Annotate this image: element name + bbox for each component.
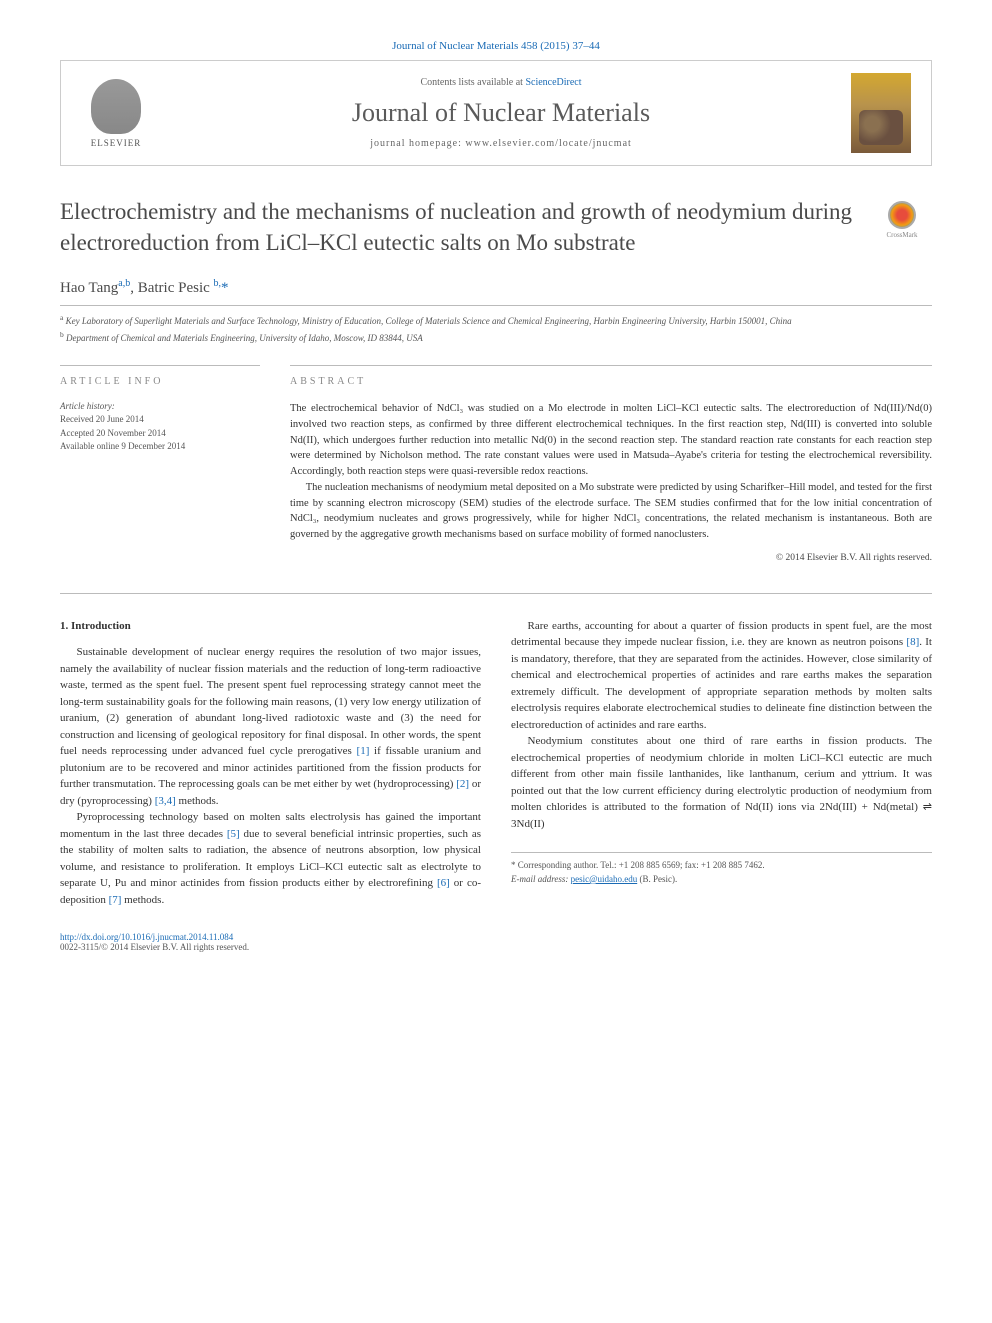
- publisher-name: ELSEVIER: [91, 138, 142, 148]
- email-label: E-mail address:: [511, 874, 571, 884]
- homepage-url[interactable]: www.elsevier.com/locate/jnucmat: [465, 138, 631, 149]
- ref-7[interactable]: [7]: [109, 894, 122, 906]
- ref-8[interactable]: [8]: [906, 636, 919, 648]
- accepted-date: Accepted 20 November 2014: [60, 427, 260, 441]
- ref-2[interactable]: [2]: [456, 778, 469, 790]
- ref-1[interactable]: [1]: [357, 745, 370, 757]
- intro-p4: Neodymium constitutes about one third of…: [511, 733, 932, 832]
- history-label: Article history:: [60, 401, 260, 411]
- intro-p2: Pyroprocessing technology based on molte…: [60, 809, 481, 908]
- abstract-copyright: © 2014 Elsevier B.V. All rights reserved…: [290, 553, 932, 563]
- ref-3-4[interactable]: [3,4]: [155, 795, 176, 807]
- body-text: 1. Introduction Sustainable development …: [60, 618, 932, 909]
- intro-heading: 1. Introduction: [60, 618, 481, 635]
- sciencedirect-link[interactable]: ScienceDirect: [525, 77, 581, 88]
- ref-5[interactable]: [5]: [227, 828, 240, 840]
- homepage-prefix: journal homepage:: [370, 138, 465, 149]
- author-2: , Batric Pesic: [130, 280, 213, 296]
- crossmark-badge[interactable]: CrossMark: [872, 201, 932, 246]
- elsevier-logo: ELSEVIER: [81, 73, 151, 153]
- contents-available: Contents lists available at ScienceDirec…: [151, 77, 851, 88]
- journal-title: Journal of Nuclear Materials: [151, 98, 851, 128]
- intro-p3: Rare earths, accounting for about a quar…: [511, 618, 932, 734]
- body-divider: [60, 593, 932, 594]
- corr-email[interactable]: pesic@uidaho.edu: [571, 874, 638, 884]
- abstract-text: The electrochemical behavior of NdCl₃ wa…: [290, 401, 932, 543]
- elsevier-tree-icon: [91, 79, 141, 134]
- intro-p1: Sustainable development of nuclear energ…: [60, 644, 481, 809]
- received-date: Received 20 June 2014: [60, 413, 260, 427]
- abstract-p1: The electrochemical behavior of NdCl₃ wa…: [290, 401, 932, 480]
- journal-homepage: journal homepage: www.elsevier.com/locat…: [151, 138, 851, 149]
- doi-link[interactable]: http://dx.doi.org/10.1016/j.jnucmat.2014…: [60, 932, 233, 942]
- email-suffix: (B. Pesic).: [637, 874, 677, 884]
- author-1: Hao Tang: [60, 280, 118, 296]
- ref-6[interactable]: [6]: [437, 877, 450, 889]
- corr-author-info: * Corresponding author. Tel.: +1 208 885…: [511, 859, 932, 873]
- contents-prefix: Contents lists available at: [420, 77, 525, 88]
- affiliation-b: Department of Chemical and Materials Eng…: [66, 333, 423, 343]
- crossmark-icon: [888, 201, 916, 229]
- authors-line: Hao Tanga,b, Batric Pesic b,*: [60, 278, 932, 297]
- affiliations: a Key Laboratory of Superlight Materials…: [60, 312, 932, 345]
- affiliation-a: Key Laboratory of Superlight Materials a…: [66, 316, 792, 326]
- journal-cover-thumbnail: [851, 73, 911, 153]
- online-date: Available online 9 December 2014: [60, 440, 260, 454]
- article-title: Electrochemistry and the mechanisms of n…: [60, 196, 860, 258]
- abstract-heading: ABSTRACT: [290, 365, 932, 387]
- citation-header: Journal of Nuclear Materials 458 (2015) …: [60, 40, 932, 52]
- issn-copyright: 0022-3115/© 2014 Elsevier B.V. All right…: [60, 942, 932, 952]
- author-1-affil: a,b: [118, 278, 130, 289]
- corresponding-star: *: [221, 280, 229, 296]
- page-footer: http://dx.doi.org/10.1016/j.jnucmat.2014…: [60, 932, 932, 952]
- author-divider: [60, 305, 932, 306]
- journal-banner: ELSEVIER Contents lists available at Sci…: [60, 60, 932, 166]
- article-info-heading: ARTICLE INFO: [60, 365, 260, 387]
- crossmark-label: CrossMark: [886, 231, 917, 239]
- corresponding-footnote: * Corresponding author. Tel.: +1 208 885…: [511, 852, 932, 886]
- author-2-affil: b,: [214, 278, 222, 289]
- abstract-p2: The nucleation mechanisms of neodymium m…: [290, 480, 932, 543]
